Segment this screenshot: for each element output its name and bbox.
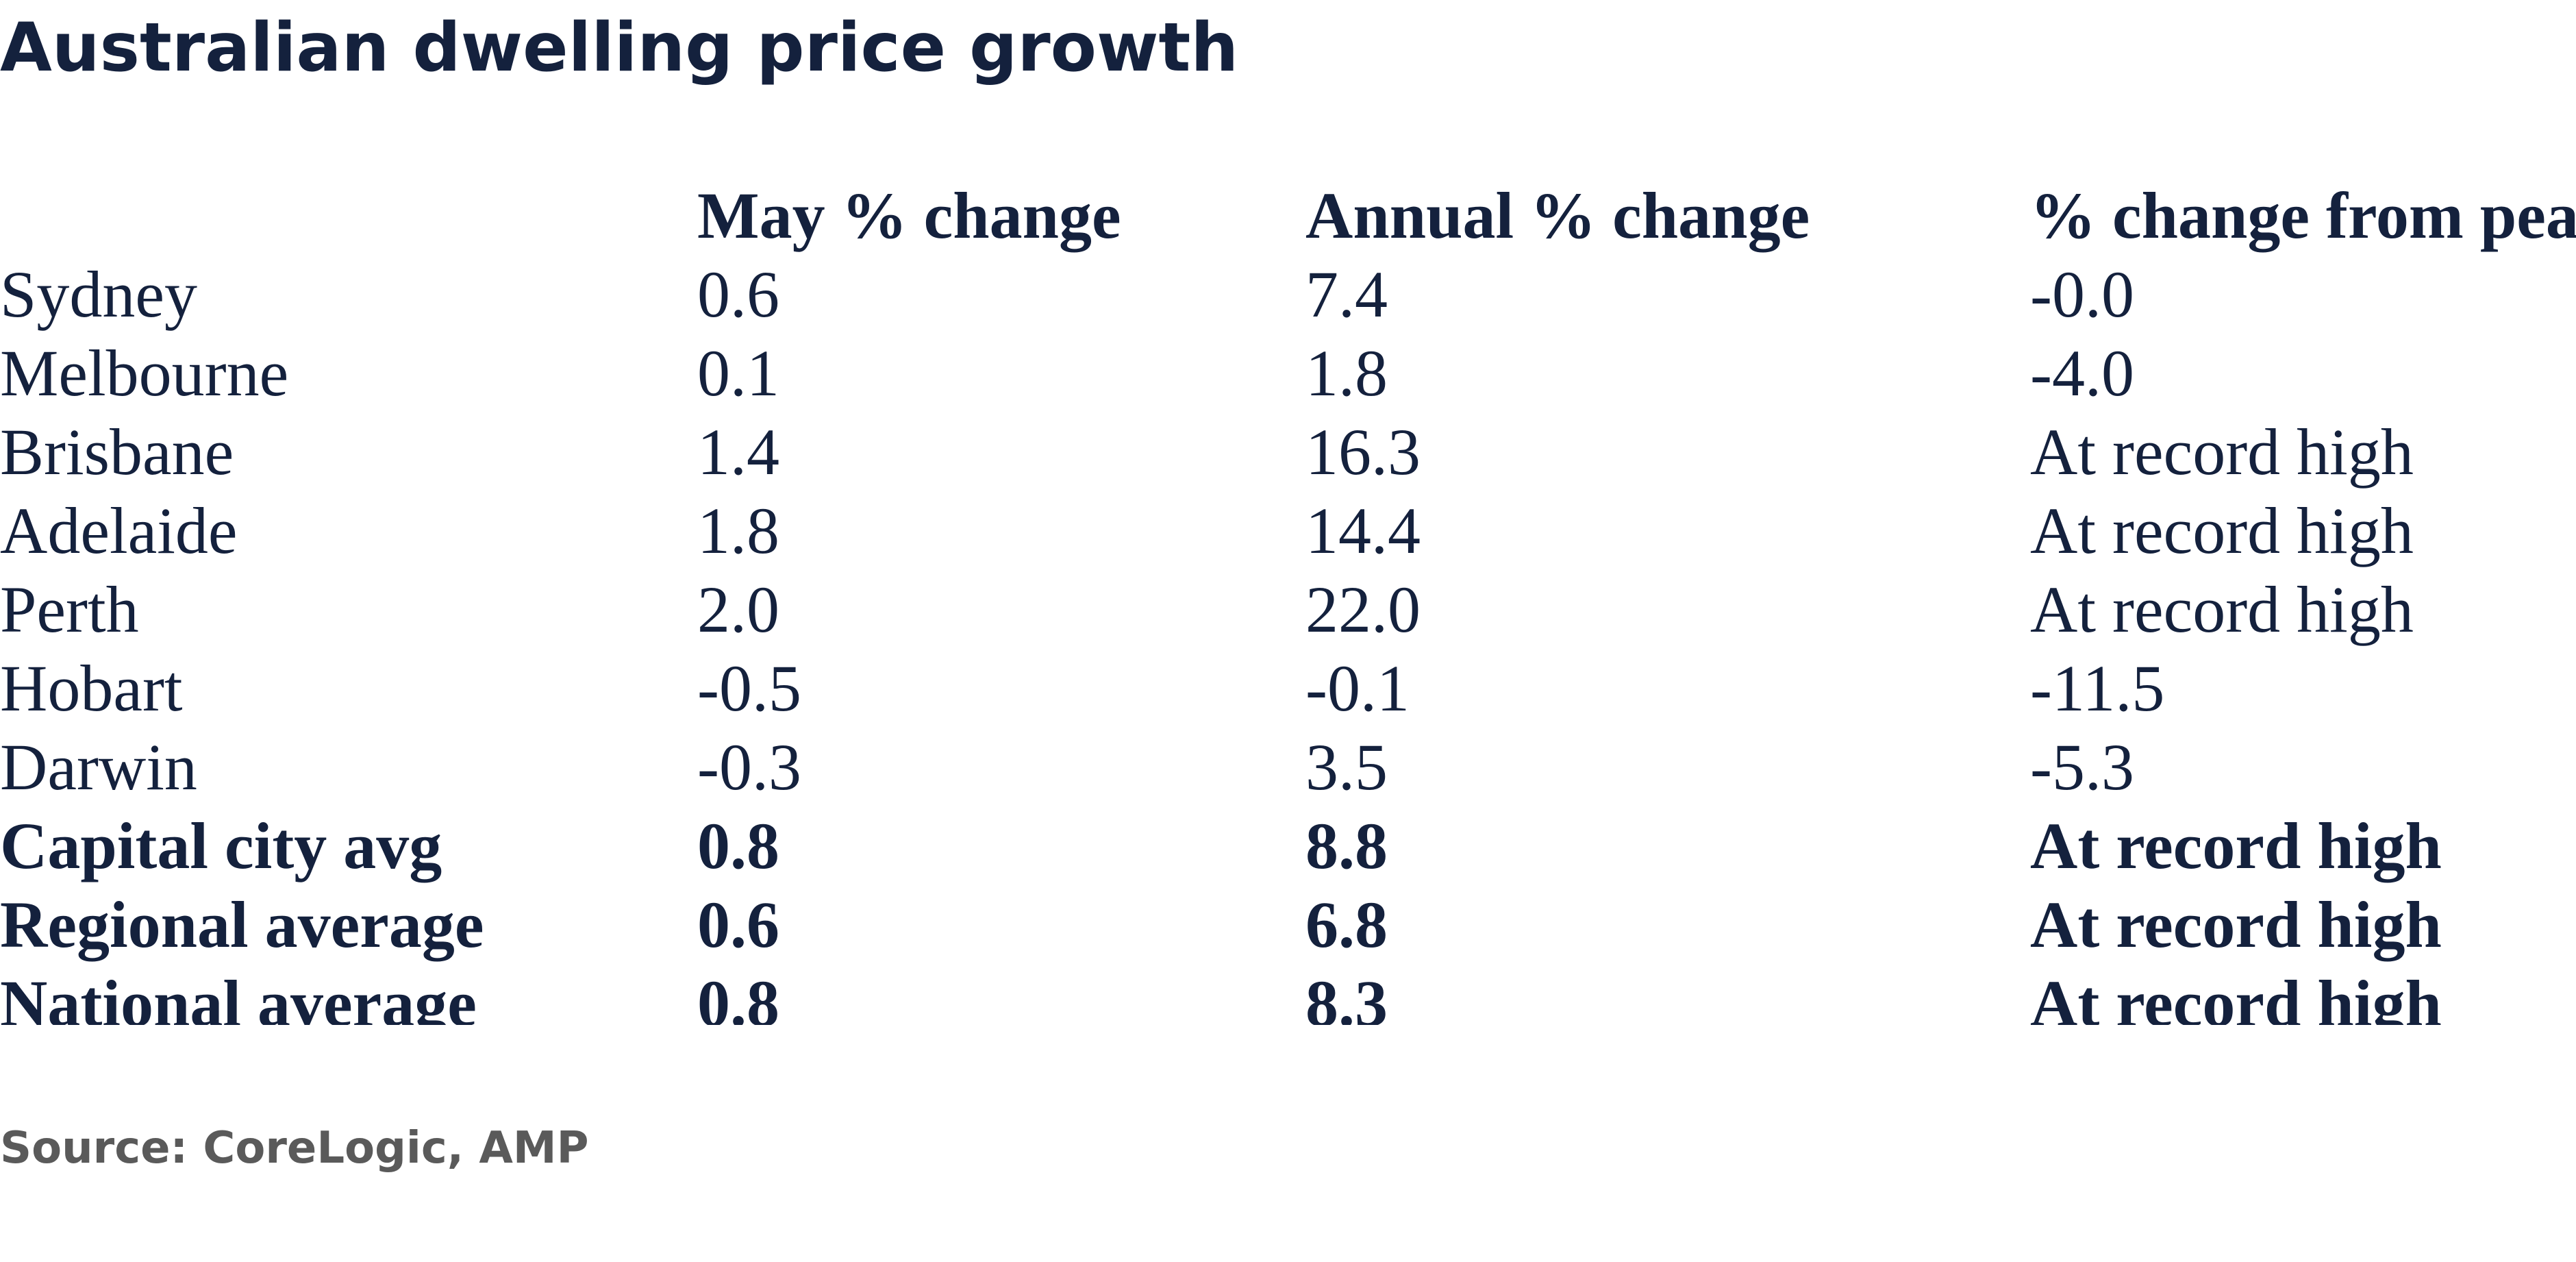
row-label: National average — [0, 967, 477, 1025]
header-annual-change: Annual % change — [1305, 178, 1810, 252]
row-label: Regional average — [0, 888, 484, 961]
may-change-cell: 0.8 — [697, 809, 779, 882]
annual-change-cell: 16.3 — [1305, 415, 1421, 488]
may-change-cell: -0.5 — [697, 652, 801, 725]
annual-change-cell: 22.0 — [1305, 573, 1421, 646]
table-row: Melbourne 0.1 1.8 -4.0 — [0, 334, 2576, 412]
row-label: Darwin — [0, 730, 197, 804]
annual-change-cell: 3.5 — [1305, 730, 1388, 804]
change-from-peak-cell: At record high — [2030, 573, 2414, 646]
may-change-cell: 0.6 — [697, 258, 779, 331]
change-from-peak-cell: At record high — [2030, 415, 2414, 488]
may-change-cell: 1.4 — [697, 415, 779, 488]
row-label: Sydney — [0, 258, 197, 331]
annual-change-cell: 14.4 — [1305, 494, 1421, 567]
change-from-peak-cell: -11.5 — [2030, 652, 2165, 725]
row-label: Brisbane — [0, 415, 234, 488]
row-label: Perth — [0, 573, 139, 646]
may-change-cell: 0.1 — [697, 336, 779, 410]
header-change-from-peak: % change from peak — [2030, 178, 2576, 252]
may-change-cell: 0.8 — [697, 967, 779, 1025]
row-label: Hobart — [0, 652, 183, 725]
change-from-peak-cell: At record high — [2030, 494, 2414, 567]
table-row: Darwin -0.3 3.5 -5.3 — [0, 728, 2576, 806]
annual-change-cell: 8.3 — [1305, 967, 1388, 1025]
may-change-cell: -0.3 — [697, 730, 801, 804]
header-region — [0, 175, 697, 255]
table-row: Perth 2.0 22.0 At record high — [0, 570, 2576, 649]
change-from-peak-cell: -0.0 — [2030, 258, 2134, 331]
may-change-cell: 0.6 — [697, 888, 779, 961]
source-note: Source: CoreLogic, AMP — [0, 1123, 589, 1174]
annual-change-cell: 1.8 — [1305, 336, 1388, 410]
change-from-peak-cell: At record high — [2030, 809, 2442, 882]
row-label: Adelaide — [0, 494, 238, 567]
header-may-change: May % change — [697, 178, 1121, 252]
change-from-peak-cell: -5.3 — [2030, 730, 2134, 804]
table-row: Brisbane 1.4 16.3 At record high — [0, 412, 2576, 491]
summary-row: National average 0.8 8.3 At record high — [0, 964, 2576, 1025]
annual-change-cell: 8.8 — [1305, 809, 1388, 882]
price-growth-table-container: May % change Annual % change % change fr… — [0, 175, 2576, 1026]
may-change-cell: 2.0 — [697, 573, 779, 646]
change-from-peak-cell: At record high — [2030, 888, 2442, 961]
annual-change-cell: 7.4 — [1305, 258, 1388, 331]
change-from-peak-cell: -4.0 — [2030, 336, 2134, 410]
table-header-row: May % change Annual % change % change fr… — [0, 175, 2576, 255]
summary-row: Regional average 0.6 6.8 At record high — [0, 885, 2576, 964]
annual-change-cell: -0.1 — [1305, 652, 1410, 725]
may-change-cell: 1.8 — [697, 494, 779, 567]
table-row: Adelaide 1.8 14.4 At record high — [0, 491, 2576, 570]
annual-change-cell: 6.8 — [1305, 888, 1388, 961]
table-row: Sydney 0.6 7.4 -0.0 — [0, 255, 2576, 334]
price-growth-table: May % change Annual % change % change fr… — [0, 175, 2576, 1026]
summary-row: Capital city avg 0.8 8.8 At record high — [0, 806, 2576, 885]
row-label: Capital city avg — [0, 809, 442, 882]
chart-title: Australian dwelling price growth — [0, 9, 1239, 87]
row-label: Melbourne — [0, 336, 289, 410]
table-row: Hobart -0.5 -0.1 -11.5 — [0, 649, 2576, 728]
change-from-peak-cell: At record high — [2030, 967, 2442, 1025]
